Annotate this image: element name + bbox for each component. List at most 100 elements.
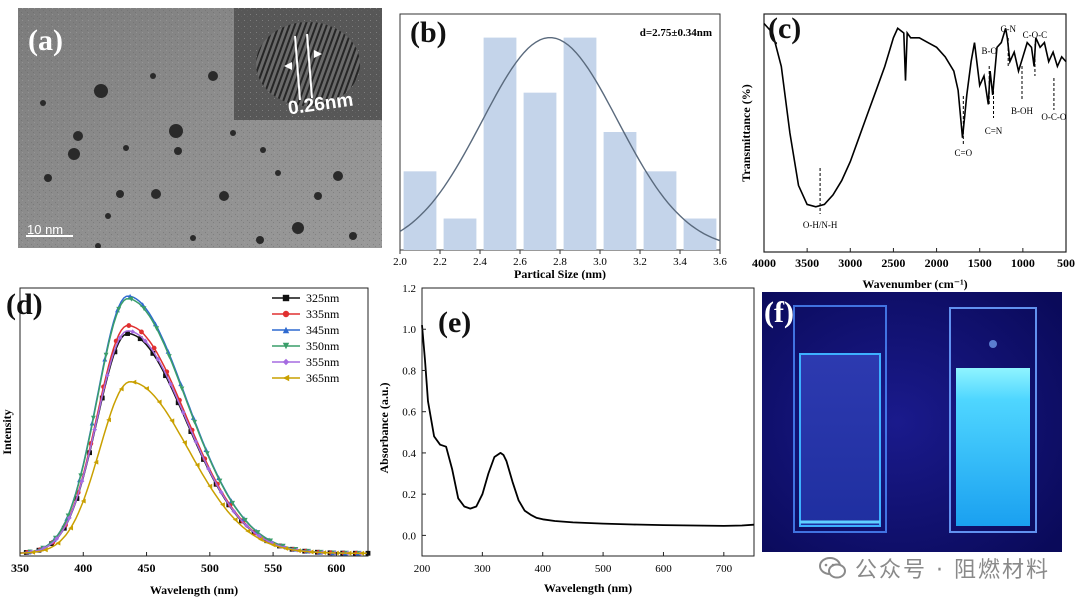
pl-data-point: [245, 528, 251, 534]
y-tick-label: 1.0: [402, 324, 416, 336]
panel-label-c: (c): [768, 12, 802, 45]
pl-data-point: [150, 350, 156, 356]
scale-bar-label: 10 nm: [27, 222, 64, 237]
pl-data-point: [156, 399, 162, 405]
histogram-bar: [603, 132, 637, 250]
x-tick-label: 2000: [925, 256, 949, 270]
histogram-bar: [483, 37, 517, 250]
pl-data-point: [204, 451, 210, 457]
x-tick-label: 450: [138, 561, 156, 575]
y-axis-label: Absorbance (a.u.): [377, 382, 391, 473]
x-tick-label: 550: [264, 561, 282, 575]
pl-data-point: [231, 508, 237, 514]
legend-label: 325nm: [306, 291, 340, 305]
x-tick-label: 500: [1057, 256, 1075, 270]
watermark: 公众号 · 阻燃材料: [819, 552, 1050, 584]
x-tick-label: 600: [327, 561, 345, 575]
x-axis-label: Partical Size (nm): [514, 267, 606, 280]
x-tick-label: 2500: [881, 256, 905, 270]
pl-data-point: [118, 386, 124, 392]
legend-label: 365nm: [306, 371, 340, 385]
pl-spectra-chart: 350 400 450 500 550 600 Wavelength (nm) Intensi…: [0, 287, 371, 597]
pl-data-point: [130, 329, 136, 335]
x-axis-label: Wavenumber (cm⁻¹): [862, 277, 967, 291]
mean-size-annotation: d=2.75±0.34nm: [640, 27, 712, 39]
y-axis-label: Transmittance (%): [739, 84, 753, 181]
hrtem-inset: [234, 8, 382, 120]
pl-data-point: [218, 489, 224, 495]
x-tick-label: 1000: [1011, 256, 1035, 270]
pl-data-point: [126, 323, 132, 328]
pl-data-point: [242, 517, 248, 523]
x-tick-label: 3000: [838, 256, 862, 270]
pl-data-point: [142, 338, 148, 344]
pl-data-point: [346, 550, 352, 556]
pl-data-point: [131, 379, 137, 385]
pl-data-point: [92, 427, 98, 433]
pl-data-point: [93, 459, 99, 465]
x-tick-label: 3500: [795, 256, 819, 270]
pl-data-point: [168, 381, 173, 387]
plot-frame: [19, 287, 369, 557]
histogram-bar: [403, 171, 437, 250]
gaussian-fit-line: [399, 37, 721, 242]
watermark-text: 公众号 · 阻燃材料: [855, 558, 1050, 583]
pl-data-point: [321, 550, 327, 556]
pl-data-point: [232, 517, 238, 523]
panel-label-d: (d): [6, 288, 43, 321]
pl-data-point: [217, 478, 223, 484]
legend-marker: [282, 342, 290, 350]
x-tick-label: 200: [414, 563, 431, 575]
legend-marker: [282, 326, 290, 334]
x-axis-label: Wavelength (nm): [544, 581, 632, 595]
pl-data-point: [55, 540, 61, 546]
x-tick-label: 350: [11, 561, 29, 575]
peak-label: B-O: [981, 46, 997, 56]
legend-label: 350nm: [306, 339, 340, 353]
panel-label-f: (f): [764, 296, 794, 329]
pl-data-point: [80, 498, 86, 504]
panel-c-ftir: 4000 3500 3000 2500 2000 1500 1000 500 Wavenumbe…: [736, 6, 1080, 296]
ftir-chart: 4000 3500 3000 2500 2000 1500 1000 500 Wavenumbe…: [739, 13, 1075, 291]
x-tick-label: 1500: [968, 256, 992, 270]
peak-label: B-OH: [1011, 106, 1033, 116]
x-tick-label: 2.4: [473, 256, 487, 268]
pl-data-point: [155, 356, 161, 362]
pl-data-point: [112, 349, 118, 355]
panel-b-size-histogram: 2.0 2.2 2.4 2.6 2.8 3.0 3.2 3.4 3.6 Partical Size…: [378, 6, 738, 281]
pl-data-point: [194, 462, 200, 468]
pl-data-point: [137, 336, 143, 342]
peak-label: C-N: [1000, 24, 1016, 34]
pl-data-point: [365, 550, 371, 556]
panel-a-tem-image: (a) 0.26nm 10 nm: [18, 8, 382, 249]
pl-data-point: [308, 549, 314, 555]
pl-data-point: [165, 348, 171, 354]
pl-data-point: [103, 352, 109, 358]
pl-data-point: [268, 538, 273, 544]
pl-data-point: [166, 354, 172, 359]
x-tick-label: 2.2: [433, 256, 447, 268]
cuvette-fluorescent: [949, 307, 1037, 533]
histogram-bar: [563, 37, 597, 250]
panel-label-b: (b): [410, 16, 447, 49]
x-tick-label: 3.6: [713, 256, 727, 268]
pl-data-point: [169, 418, 175, 424]
pl-data-point: [104, 372, 110, 378]
y-tick-label: 0.8: [402, 365, 416, 377]
y-axis-label: Intensity: [0, 409, 14, 454]
x-tick-label: 3.4: [673, 256, 687, 268]
pl-data-point: [151, 345, 157, 351]
legend-label: 355nm: [306, 355, 340, 369]
tem-micrograph: [18, 8, 382, 249]
pl-data-point: [258, 536, 263, 542]
absorbance-line: [421, 325, 755, 527]
pl-data-point: [125, 331, 130, 336]
pl-data-point: [54, 536, 60, 542]
x-tick-label: 2.6: [513, 256, 527, 268]
pl-data-point: [206, 466, 211, 472]
legend-marker: [282, 358, 290, 366]
pl-data-point: [141, 306, 147, 312]
x-tick-label: 500: [201, 561, 219, 575]
x-tick-label: 3.2: [633, 256, 647, 268]
pl-data-point: [78, 473, 84, 479]
